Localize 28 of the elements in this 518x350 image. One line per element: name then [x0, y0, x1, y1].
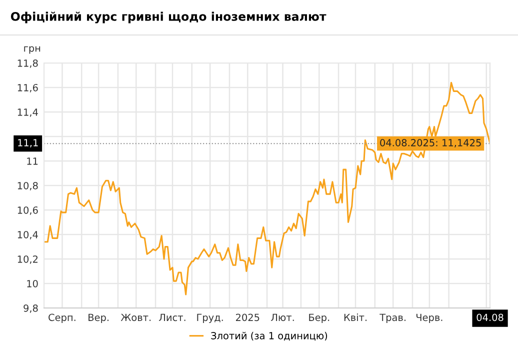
x-tick-label: 04.08 — [476, 314, 504, 322]
y-tick-label: 11,4 — [18, 108, 38, 117]
annotation: 04.08.2025: 11,1425 — [380, 139, 481, 148]
chart-title: Офіційний курс гривні щодо іноземних валют — [10, 12, 326, 24]
legend-label: Злотий (за 1 одиницю) — [211, 332, 328, 341]
y-axis-title: грн — [24, 46, 40, 54]
y-tick-label: 11 — [27, 158, 38, 165]
x-tick-label: Груд. — [197, 314, 223, 323]
ref-line-label: 11,1 — [18, 139, 38, 148]
x-tick-label: Серп. — [48, 314, 76, 323]
y-tick-label: 10,6 — [18, 206, 38, 215]
x-tick-label: 2025 — [236, 314, 260, 322]
y-tick-label: 9,8 — [24, 304, 38, 313]
y-tick-label: 11,6 — [18, 84, 38, 92]
x-tick-label: Квіт. — [344, 314, 366, 321]
x-tick-label: Трав. — [380, 314, 406, 323]
x-tick-label: Лист. — [159, 314, 186, 322]
y-tick-label: 11,8 — [18, 59, 38, 68]
y-tick-label: 10,2 — [18, 255, 38, 264]
x-tick-label: Жовт. — [120, 314, 151, 322]
y-tick-label: 10,8 — [18, 182, 38, 190]
y-tick-label: 10,4 — [18, 230, 38, 240]
x-tick-label: Вер. — [88, 314, 108, 323]
line-series — [44, 82, 490, 296]
x-tick-label: Лют. — [271, 314, 294, 322]
x-tick-label: Черв. — [416, 314, 442, 323]
y-tick-label: 10 — [27, 280, 38, 288]
x-tick-label: Бер. — [309, 314, 330, 323]
